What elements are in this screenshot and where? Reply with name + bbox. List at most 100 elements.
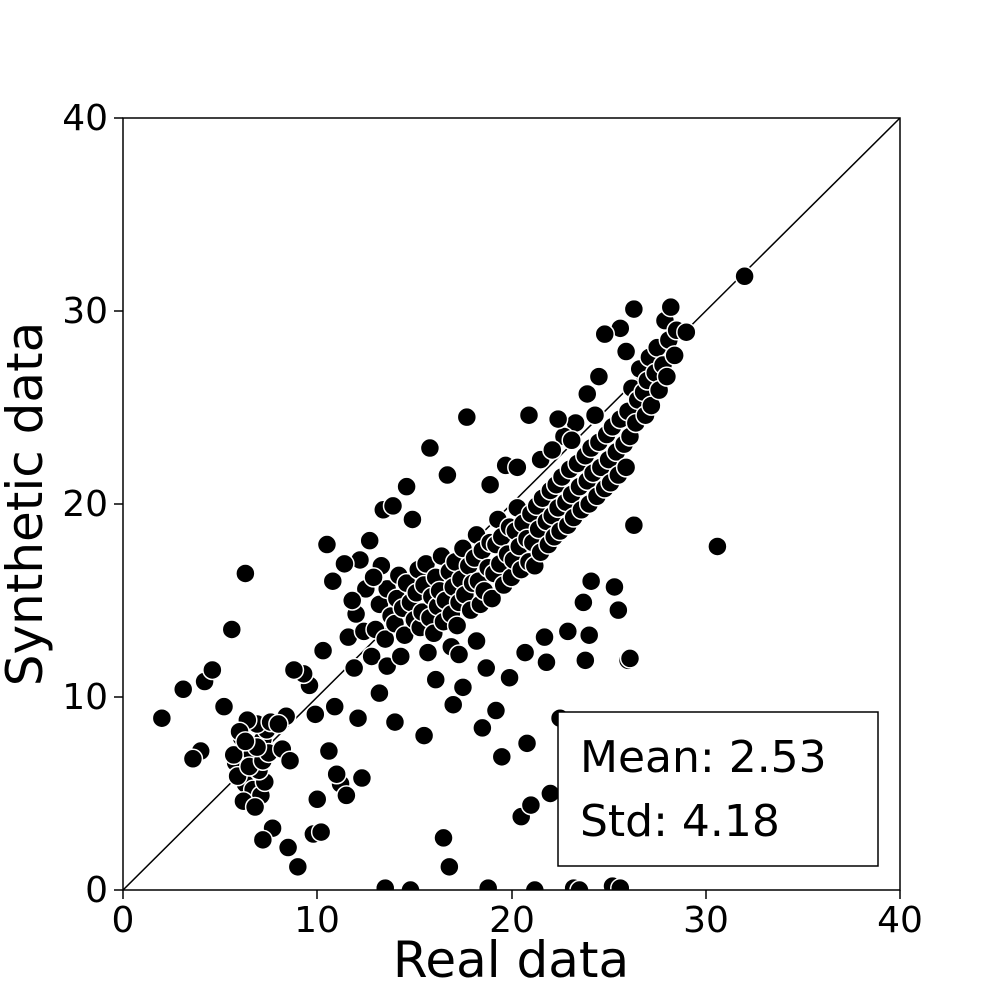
scatter-point — [534, 626, 555, 648]
scatter-point — [151, 707, 173, 729]
scatter-point — [221, 619, 243, 640]
scatter-point — [660, 296, 682, 318]
scatter-point — [466, 630, 487, 652]
x-axis-title: Real data — [393, 931, 629, 989]
scatter-point — [518, 404, 540, 426]
scatter-point — [477, 877, 499, 890]
y-tick-label-0: 0 — [85, 870, 108, 911]
scatter-point — [235, 563, 256, 584]
scatter-point — [446, 615, 468, 636]
scatter-point — [343, 657, 365, 679]
scatter-point — [277, 837, 299, 858]
scatter-point — [439, 856, 460, 878]
scatter-point — [479, 474, 501, 495]
scatter-point — [182, 748, 204, 770]
scatter-point — [359, 530, 380, 551]
scatter-point — [268, 713, 289, 735]
scatter-point — [283, 659, 305, 681]
scatter-point — [417, 642, 439, 663]
x-tick-label-10: 10 — [294, 900, 340, 941]
scatter-point — [507, 457, 528, 478]
scatter-point — [472, 717, 493, 739]
scatter-point — [615, 341, 637, 362]
stats-mean-text: Mean: 2.53 — [580, 732, 827, 783]
scatter-point — [491, 746, 513, 768]
scatter-point — [307, 789, 328, 810]
scatter-point — [569, 879, 590, 890]
scatter-point — [442, 694, 464, 715]
x-axis-ticks — [122, 890, 901, 899]
scatter-point — [202, 659, 223, 681]
scatter-point — [656, 366, 678, 387]
y-axis-ticks — [114, 117, 123, 891]
scatter-point — [516, 733, 538, 754]
y-tick-label-40: 40 — [62, 98, 108, 139]
scatter-point — [374, 628, 396, 650]
scatter-point — [336, 785, 357, 806]
y-tick-label-20: 20 — [62, 484, 108, 525]
scatter-point — [419, 437, 441, 459]
x-tick-label-20: 20 — [489, 900, 535, 941]
scatter-point — [475, 657, 497, 679]
scatter-point — [664, 345, 685, 366]
scatter-point — [396, 476, 417, 497]
scatter-point — [580, 570, 602, 592]
x-tick-label-40: 40 — [877, 900, 923, 941]
scatter-point — [316, 534, 338, 555]
scatter-point — [610, 877, 631, 890]
scatter-point — [437, 464, 458, 486]
scatter-point — [322, 570, 344, 592]
y-tick-label-10: 10 — [62, 677, 108, 718]
scatter-point — [557, 621, 579, 642]
y-tick-label-30: 30 — [62, 291, 108, 332]
y-axis-title: Synthetic data — [0, 322, 54, 687]
scatter-point — [369, 682, 390, 704]
x-tick-label-30: 30 — [683, 900, 729, 941]
stats-box-border — [557, 711, 879, 867]
scatter-point — [536, 652, 557, 673]
scatter-point — [347, 707, 369, 729]
scatter-point — [213, 696, 235, 717]
stats-box: Mean: 2.53 Std: 4.18 — [557, 711, 879, 867]
scatter-point — [577, 383, 598, 405]
scatter-point — [279, 750, 301, 771]
scatter-point — [573, 592, 594, 613]
scatter-point — [540, 783, 561, 804]
scatter-point — [584, 404, 606, 426]
scatter-point — [361, 646, 382, 667]
scatter-point — [351, 767, 373, 789]
scatter-point — [520, 794, 542, 816]
scatter-point — [623, 298, 645, 320]
scatter-point — [425, 669, 446, 690]
scatter-point — [452, 677, 474, 698]
scatter-point — [499, 667, 520, 688]
scatter-point — [235, 731, 256, 752]
scatter-point — [384, 711, 406, 733]
scatter-point — [485, 700, 507, 721]
x-tick-label-0: 0 — [112, 900, 135, 941]
scatter-point — [223, 744, 244, 766]
scatter-point — [623, 514, 645, 536]
scatter-point — [676, 321, 697, 343]
scatter-point — [542, 439, 563, 461]
scatter-point — [588, 366, 610, 387]
scatter-point — [604, 576, 625, 598]
scatter-point — [324, 696, 345, 717]
scatter-point — [305, 704, 326, 725]
scatter-point — [310, 821, 332, 843]
scatter-point — [707, 536, 728, 557]
scatter-point — [402, 509, 423, 530]
scatter-point — [287, 856, 309, 878]
scatter-point — [448, 644, 470, 665]
scatter-point — [413, 725, 435, 746]
scatter-points — [151, 266, 755, 890]
stats-std-text: Std: 4.18 — [580, 796, 780, 847]
scatter-point — [734, 266, 755, 287]
scatter-point — [619, 648, 641, 669]
scatter-point — [374, 877, 396, 890]
scatter-point — [456, 406, 478, 428]
scatter-point — [561, 430, 582, 451]
scatter-point — [312, 640, 334, 661]
